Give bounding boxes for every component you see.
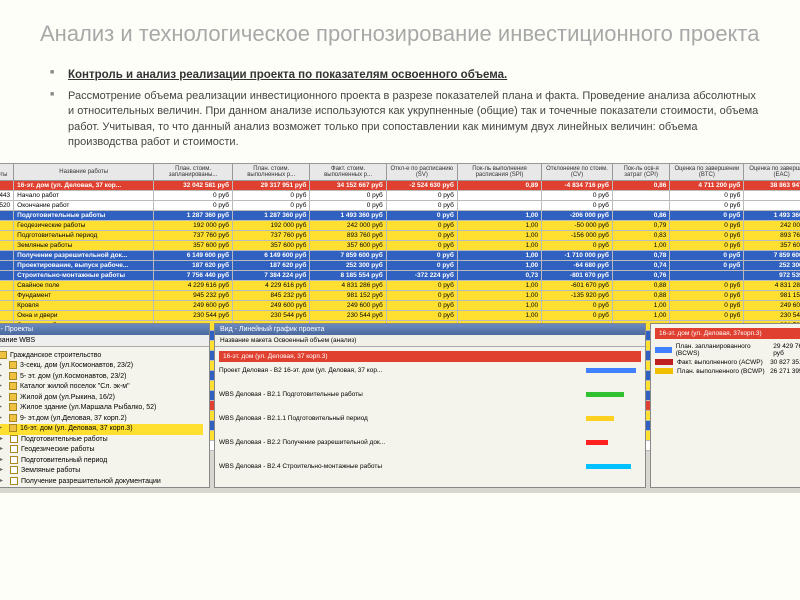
table-row[interactable]: Подготовительный период737 760 руб737 76…: [0, 230, 800, 240]
table-row[interactable]: Подготовительные работы1 287 360 руб1 28…: [0, 210, 800, 220]
gantt-panel: Вид - Линейный график проекта Название м…: [214, 323, 646, 488]
col-header: Оценка по завершении (BTC): [670, 163, 744, 180]
legend-title: 16-эт. дом (ул. Деловая, 37корп.3): [655, 328, 800, 339]
col-header: Откл-е по расписанию (SV): [386, 163, 457, 180]
table-row[interactable]: Кровля249 600 руб249 600 руб249 600 руб0…: [0, 300, 800, 310]
col-header: Оценка по завершении (EAC): [744, 163, 800, 180]
table-row[interactable]: A1520Окончание работ0 руб0 руб0 руб0 руб…: [0, 200, 800, 210]
tree-leaf[interactable]: Получение разрешительной документации: [0, 477, 203, 488]
col-header: Пок-ль выполнения расписания (SPI): [457, 163, 541, 180]
gantt-row: [219, 377, 641, 389]
tree-item[interactable]: Жилой дом (ул.Рыкина, 16/2): [0, 393, 203, 404]
wbs-column-header: Название WBS: [0, 335, 209, 347]
tree-leaf[interactable]: Подготовительный период: [0, 456, 203, 467]
bullet-body: Рассмотрение объема реализации инвестици…: [50, 89, 760, 151]
bullet-heading-text: Контроль и анализ реализации проекта по …: [68, 69, 507, 81]
wbs-panel-title: Вид - Проекты: [0, 324, 209, 335]
tree-root[interactable]: Гражданское строительство: [0, 351, 203, 362]
embedded-screenshot: ID РаботыНазвание работыПлан. стоим. зап…: [0, 163, 800, 493]
tree-leaf[interactable]: Земляные работы: [0, 466, 203, 477]
col-header: Факт. стоим. выполненных р...: [310, 163, 386, 180]
table-row[interactable]: Земляные работы357 600 руб357 600 руб357…: [0, 240, 800, 250]
legend-panel: 16-эт. дом (ул. Деловая, 37корп.3) План.…: [650, 323, 800, 488]
gantt-project-header: 16-эт. дом (ул. Деловая, 37 корп.3): [219, 351, 641, 362]
gantt-row: [219, 425, 641, 437]
col-header: План. стоим. запланированы...: [154, 163, 233, 180]
table-row[interactable]: Проектирование, выпуск рабоче...187 620 …: [0, 260, 800, 270]
gantt-row: WBS Деловая - B2.4 Строительно-монтажные…: [219, 461, 641, 473]
bullet-heading: Контроль и анализ реализации проекта по …: [50, 67, 760, 83]
gantt-row: Проект Деловая - B2 16-эт. дом (ул. Дело…: [219, 365, 641, 377]
col-header: Название работы: [14, 163, 154, 180]
col-header: Пок-ль осв-я затрат (CPI): [612, 163, 670, 180]
tree-item[interactable]: 5- эт. дом (ул.Космонавтов, 23/2): [0, 372, 203, 383]
table-row[interactable]: Свайное поле4 229 616 руб4 229 616 руб4 …: [0, 280, 800, 290]
col-header: ID Работы: [0, 163, 14, 180]
table-row[interactable]: Получение разрешительной док...6 149 600…: [0, 250, 800, 260]
legend-row: План. запланированного (BCWS)29 429 761 …: [655, 342, 800, 358]
table-row[interactable]: Геодезические работы192 000 руб192 000 р…: [0, 220, 800, 230]
table-row[interactable]: 16-эт. дом (ул. Деловая, 37 кор...32 042…: [0, 180, 800, 190]
tree-item[interactable]: 3-секц. дом (ул.Космонавтов, 23/2): [0, 361, 203, 372]
wbs-tree-panel: Вид - Проекты Название WBS Гражданское с…: [0, 323, 210, 488]
tree-item[interactable]: 9- эт.дом (ул.Деловая, 37 корп.2): [0, 414, 203, 425]
gantt-row: WBS Деловая - B2.2 Получение разрешитель…: [219, 437, 641, 449]
gantt-row: WBS Деловая - B2.1.1 Подготовительный пе…: [219, 413, 641, 425]
gantt-panel-title: Вид - Линейный график проекта: [215, 324, 645, 335]
tree-leaf[interactable]: Геодезические работы: [0, 445, 203, 456]
table-row[interactable]: Фундамент945 232 руб845 232 руб981 152 р…: [0, 290, 800, 300]
table-row[interactable]: Окна и двери230 544 руб230 544 руб230 54…: [0, 310, 800, 320]
tree-leaf[interactable]: Подготовительные работы: [0, 435, 203, 446]
gantt-row: WBS Деловая - B2.1 Подготовительные рабо…: [219, 389, 641, 401]
col-header: План. стоим. выполненных р...: [233, 163, 310, 180]
slide-title: Анализ и технологическое прогнозирование…: [40, 20, 760, 49]
gantt-layout-name: Название макета Освоенный объем (анализ): [215, 335, 645, 347]
gantt-row: [219, 449, 641, 461]
tree-item[interactable]: Каталог жилой поселок "Сл. эк-м": [0, 382, 203, 393]
table-row[interactable]: Строительно-монтажные работы7 756 440 ру…: [0, 270, 800, 280]
legend-row: Факт. выполненного (ACWP)30 827 351 руб: [655, 358, 800, 367]
gantt-row: [219, 401, 641, 413]
tree-item-selected[interactable]: 16-эт. дом (ул. Деловая, 37 корп.3): [0, 424, 203, 435]
table-row[interactable]: A13443Начало работ0 руб0 руб0 руб0 руб0 …: [0, 190, 800, 200]
tree-leaf[interactable]: Проектирование, выпуск рабочих чертежей: [0, 487, 203, 488]
col-header: Отклонение по стоим. (CV): [542, 163, 613, 180]
legend-row: План. выполненного (BCWP)26 271 395 руб: [655, 367, 800, 376]
tree-item[interactable]: Жилое здание (ул.Маршала Рыбалко, 52): [0, 403, 203, 414]
